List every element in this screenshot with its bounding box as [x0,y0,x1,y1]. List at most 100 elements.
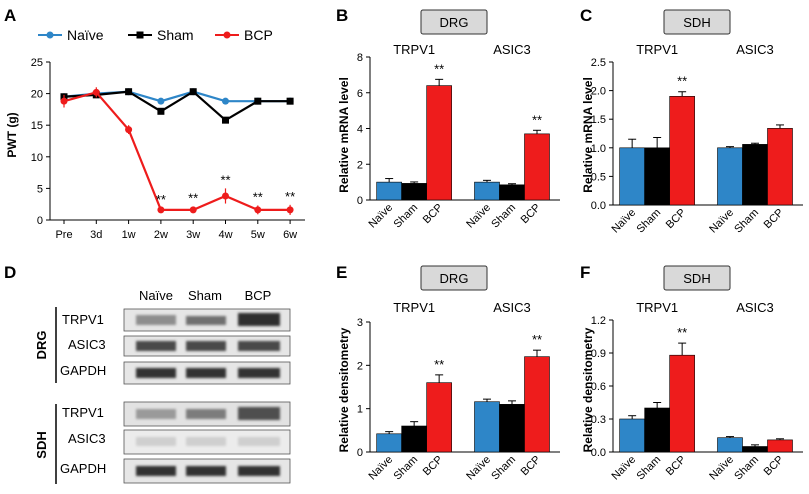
bar-B-1-2 [524,133,550,201]
x-tick-label-a-2: 1w [122,229,136,241]
chart-b-drg-mrna: DRG Relative mRNA level 02468TRPV1NaïveS… [337,9,560,231]
point-naive-5 [222,97,229,105]
y-tick-label-C-2: 1.0 [591,143,606,155]
significance-a-2: ** [220,172,230,187]
group-label-F-0: TRPV1 [636,300,678,315]
x-tick-label-a-0: Pre [55,229,72,241]
series-line-sham [63,90,291,122]
bar-E-0-1 [401,425,427,453]
bar-C-1-0 [717,147,743,206]
x-label-E-0-1: Sham [391,454,420,483]
x-label-F-1-1: Sham [732,454,761,483]
x-tick-label-a-1: 3d [90,229,102,241]
y-tick-label-E-2: 2 [357,360,363,372]
chart-title-e: DRG [440,271,469,286]
title-box-c [663,9,731,35]
x-label-E-0-0: Naïve [366,454,395,483]
bar-C-1-1 [742,144,768,206]
significance-a-0: ** [156,192,166,207]
x-label-E-1-1: Sham [489,454,518,483]
y-tick-label-C-1: 0.5 [591,171,606,183]
chart-c-sdh-mrna: SDH Relative mRNA level 0.0 0.5 1.0 1.5 2.0 2… [581,9,803,236]
panel-label-d: D [4,263,16,282]
significance-a-4: ** [285,189,295,204]
y-tick-label-B-2: 4 [357,124,363,136]
legend-label-naive: Naïve [67,27,104,43]
x-tick-label-a-4: 3w [186,229,200,241]
x-label-B-1-1: Sham [489,202,518,231]
group-label-B-1: ASIC3 [493,42,531,57]
y-tick-label-a-2: 10 [31,152,43,164]
point-bcp-5 [222,192,229,200]
panel-label-a: A [4,6,16,25]
bar-B-0-0 [376,181,402,201]
point-sham-5 [222,116,229,124]
y-tick-label-B-4: 8 [357,52,363,64]
panel-label-c: C [580,6,592,25]
bar-E-1-2 [524,356,550,453]
group-label-C-0: TRPV1 [636,42,678,57]
bar-E-0-2 [426,382,452,453]
y-axis-label-e: Relative densitometry [337,327,351,452]
x-label-F-0-2: BCP [664,454,688,478]
chart-title-c: SDH [683,15,710,30]
x-label-B-0-0: Naïve [366,202,395,231]
legend-label-sham: Sham [157,27,194,43]
bar-B-0-2 [426,85,452,201]
significance-B-0: ** [434,61,444,76]
bar-E-0-0 [376,433,402,453]
y-tick-label-a-3: 15 [31,120,43,132]
legend-label-bcp: BCP [244,27,273,43]
legend-a: Naïve Sham BCP [38,27,273,43]
y-tick-label-B-3: 6 [357,88,363,100]
bar-F-1-1 [742,446,768,453]
point-bcp-0 [60,97,68,105]
title-box-f [663,265,731,291]
point-bcp-4 [189,206,197,214]
y-tick-label-E-1: 1 [357,404,363,416]
chart-title-b: DRG [440,15,469,30]
blot-row-label-sdh-asic3: ASIC3 [68,431,106,446]
bar-C-0-0 [619,147,645,206]
y-tick-label-F-2: 0.6 [591,381,606,393]
bar-E-1-1 [499,404,525,453]
blot-group-sdh: SDH [34,431,49,458]
blot-row-label-drg-asic3: ASIC3 [68,337,106,352]
x-label-C-0-1: Sham [634,207,663,236]
legend-marker-bcp [223,31,231,39]
bar-F-1-2 [767,439,793,453]
bar-F-0-0 [619,418,645,453]
x-label-F-0-0: Naïve [609,454,638,483]
legend-marker-sham [136,31,144,39]
y-tick-label-E-0: 0 [357,447,363,459]
chart-f-sdh-densitometry: SDH Relative densitometry 0.0 0.3 0.6 0.9 1.… [581,265,803,483]
y-tick-label-F-1: 0.3 [591,414,606,426]
x-tick-label-a-5: 4w [218,229,232,241]
point-naive-3 [157,97,165,105]
blot-row-drg-gapdh [123,361,291,385]
x-label-C-1-1: Sham [732,207,761,236]
western-blot-d: Naïve Sham BCP DRG SDH TRPV1 ASIC3 GAPDH… [34,288,291,484]
panel-label-b: B [336,6,348,25]
bar-F-0-2 [669,354,695,453]
title-box-e [420,265,488,291]
y-tick-label-F-0: 0.0 [591,447,606,459]
x-label-B-0-2: BCP [421,202,445,226]
x-label-F-1-2: BCP [762,454,786,478]
significance-E-1: ** [532,332,542,347]
blot-row-label-drg-gapdh: GAPDH [60,363,106,378]
y-tick-label-F-3: 0.9 [591,348,606,360]
point-bcp-7 [286,206,294,214]
panel-label-f: F [580,263,590,282]
bar-B-1-1 [499,184,525,201]
y-tick-label-a-1: 5 [37,183,43,195]
bar-C-0-2 [669,96,695,206]
group-label-F-1: ASIC3 [736,300,774,315]
x-label-B-1-0: Naïve [464,202,493,231]
x-tick-label-a-7: 6w [283,229,297,241]
y-tick-label-C-4: 2.0 [591,86,606,98]
significance-B-1: ** [532,112,542,127]
blot-row-drg-trpv1 [123,308,291,332]
y-tick-label-B-1: 2 [357,159,363,171]
